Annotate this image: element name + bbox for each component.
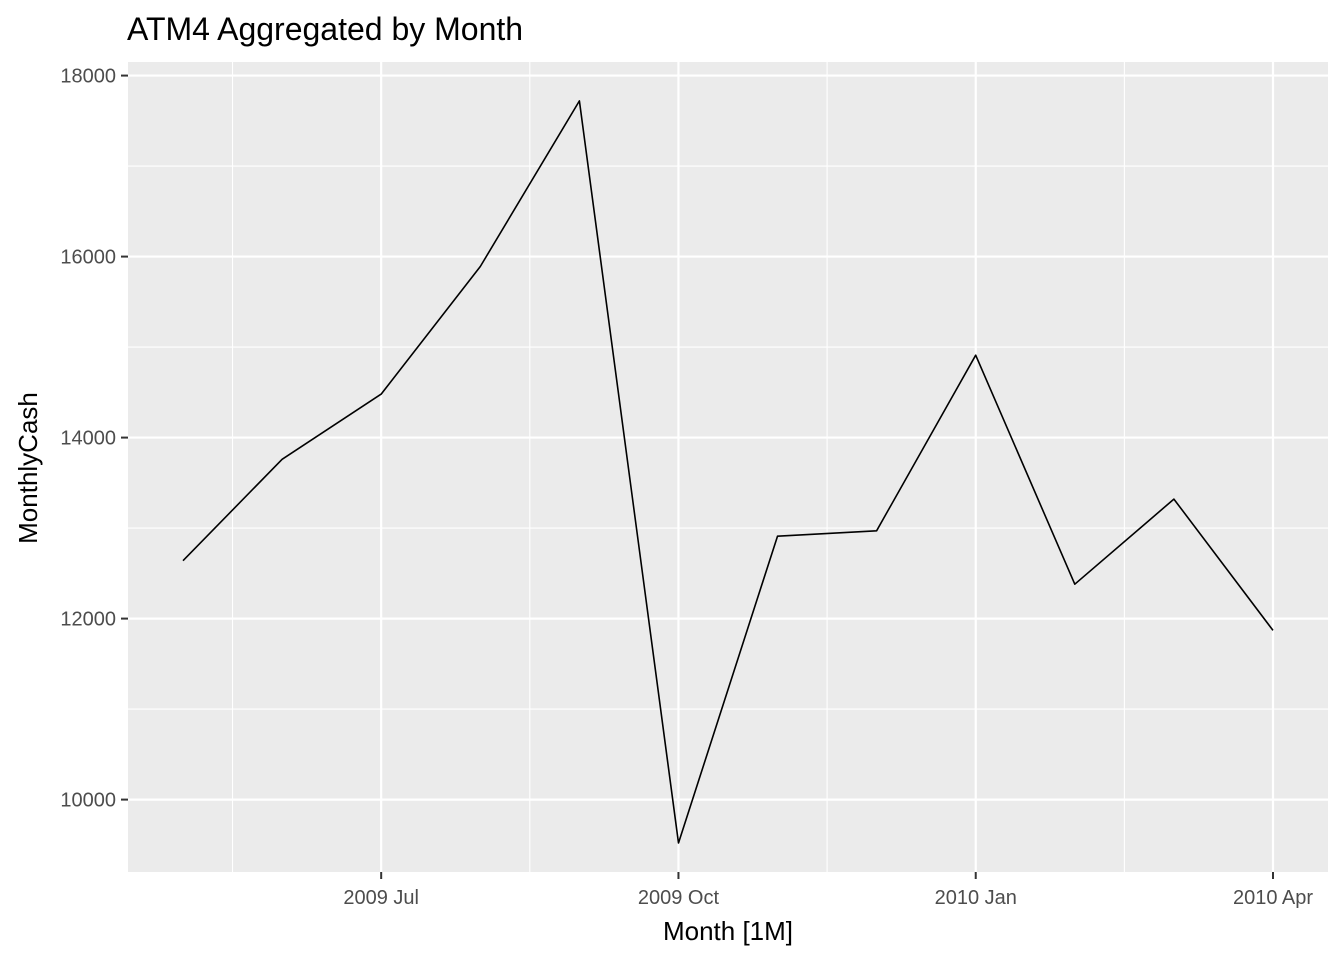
major-gridlines [128,62,1328,872]
y-axis: 10000 12000 14000 16000 18000 [60,66,128,812]
x-tick-label: 2010 Jan [935,887,1017,909]
y-tick-label: 14000 [60,428,116,450]
y-axis-title: MonthlyCash [13,392,43,544]
y-tick-label: 18000 [60,66,116,88]
y-tick-label: 10000 [60,790,116,812]
x-tick-label: 2010 Apr [1233,887,1313,909]
x-axis-title: Month [1M] [663,916,793,946]
monthly-cash-line [182,100,1274,844]
chart-title: ATM4 Aggregated by Month [127,11,523,47]
x-tick-label: 2009 Oct [638,887,720,909]
y-tick-label: 16000 [60,247,116,269]
x-axis: 2009 Jul 2009 Oct 2010 Jan 2010 Apr [343,872,1313,909]
y-tick-label: 12000 [60,609,116,631]
minor-gridlines [128,62,1328,872]
plot-panel [128,62,1328,872]
x-tick-label: 2009 Jul [343,887,419,909]
series-layer [182,100,1274,844]
